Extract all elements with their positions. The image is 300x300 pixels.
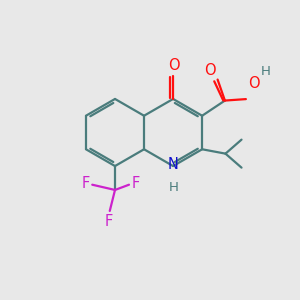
Text: F: F — [82, 176, 90, 191]
Text: O: O — [248, 76, 259, 91]
Text: F: F — [131, 176, 140, 191]
Text: F: F — [105, 214, 113, 229]
Text: O: O — [204, 63, 215, 78]
Text: H: H — [169, 181, 178, 194]
Text: H: H — [261, 65, 271, 78]
Text: O: O — [168, 58, 179, 73]
Text: N: N — [168, 157, 179, 172]
